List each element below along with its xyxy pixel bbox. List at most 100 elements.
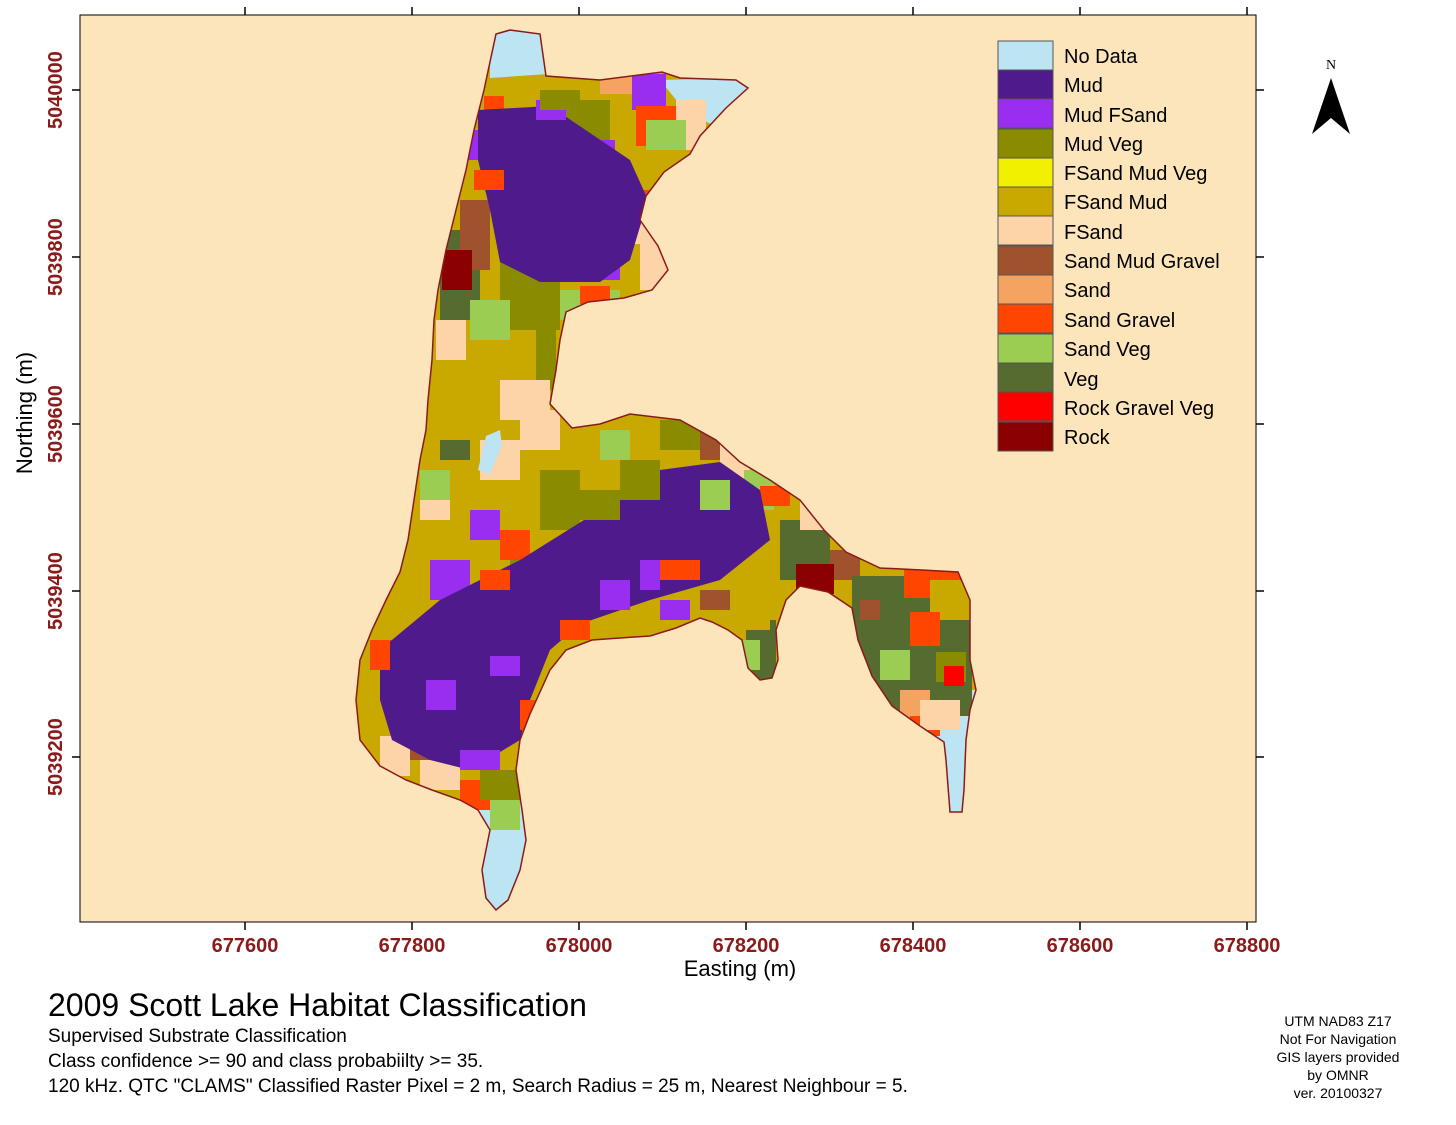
habitat-patch-mud bbox=[380, 462, 770, 770]
x-tick-label: 678200 bbox=[713, 935, 780, 957]
legend-swatch bbox=[997, 303, 1054, 334]
habitat-patch-sand-veg bbox=[700, 480, 730, 510]
legend-label: Veg bbox=[1064, 369, 1098, 391]
credit-line: GIS layers provided bbox=[1276, 1049, 1400, 1065]
habitat-patch-sand-gravel bbox=[760, 486, 790, 506]
x-tick-label: 678400 bbox=[880, 935, 947, 957]
habitat-patch-rock-gravel-veg bbox=[944, 666, 964, 686]
x-tick-label: 678000 bbox=[546, 935, 613, 957]
habitat-patch-mud-fsand bbox=[600, 580, 630, 610]
legend-swatch bbox=[997, 274, 1054, 305]
habitat-patch-fsand bbox=[920, 700, 960, 730]
legend-item: Sand bbox=[997, 274, 1111, 305]
habitat-patch-fsand bbox=[520, 410, 560, 450]
y-tick-label: 5039400 bbox=[45, 552, 67, 630]
habitat-patch-sand-gravel bbox=[660, 560, 700, 580]
north-arrow-icon bbox=[1312, 78, 1350, 134]
y-tick-label: 5040000 bbox=[45, 51, 67, 129]
legend-swatch bbox=[997, 40, 1054, 71]
legend-swatch bbox=[997, 69, 1054, 100]
legend-item: Mud Veg bbox=[997, 128, 1143, 159]
habitat-patch-sand-gravel bbox=[910, 612, 940, 646]
habitat-patch-fsand bbox=[436, 320, 466, 360]
legend-swatch bbox=[997, 128, 1054, 159]
legend-label: Rock Gravel Veg bbox=[1064, 398, 1214, 420]
legend-label: Sand Mud Gravel bbox=[1064, 251, 1220, 273]
x-tick-label: 678600 bbox=[1047, 935, 1114, 957]
legend-swatch bbox=[997, 186, 1054, 217]
habitat-patch-mud-fsand bbox=[632, 74, 666, 110]
y-tick-label: 5039600 bbox=[45, 385, 67, 463]
habitat-patch-mud-veg bbox=[480, 770, 520, 800]
legend-swatch bbox=[997, 98, 1054, 129]
credit-line: UTM NAD83 Z17 bbox=[1284, 1013, 1392, 1029]
legend-item: Sand Veg bbox=[997, 333, 1151, 364]
habitat-patch-sand-veg bbox=[600, 430, 630, 460]
legend-swatch bbox=[997, 245, 1054, 276]
habitat-patch-no-data bbox=[490, 30, 550, 78]
legend-label: Sand Gravel bbox=[1064, 310, 1175, 332]
y-tick-labels: 5040000 5039800 5039600 5039400 5039200 bbox=[45, 51, 67, 796]
legend-swatch bbox=[997, 333, 1054, 364]
footer-method-note: 120 kHz. QTC "CLAMS" Classified Raster P… bbox=[48, 1076, 908, 1097]
habitat-patch-rock bbox=[442, 250, 472, 290]
map-title: 2009 Scott Lake Habitat Classification bbox=[48, 987, 587, 1023]
legend-label: Sand Veg bbox=[1064, 339, 1151, 361]
habitat-patch-mud-fsand bbox=[640, 560, 660, 590]
x-tick-label: 677600 bbox=[212, 935, 279, 957]
habitat-patch-veg bbox=[440, 440, 470, 460]
legend-swatch bbox=[997, 157, 1054, 188]
legend-label: Mud bbox=[1064, 75, 1103, 97]
habitat-patch-sand-gravel bbox=[474, 170, 504, 190]
legend-swatch bbox=[997, 391, 1054, 422]
habitat-patch-mud-fsand bbox=[460, 750, 500, 770]
habitat-patch-sand-veg bbox=[880, 650, 910, 680]
habitat-patch-mud-fsand bbox=[470, 510, 500, 540]
habitat-patch-mud-fsand bbox=[426, 680, 456, 710]
legend-label: Rock bbox=[1064, 427, 1111, 449]
legend-label: Mud FSand bbox=[1064, 105, 1167, 127]
habitat-patch-mud-veg bbox=[580, 490, 620, 520]
legend-label: FSand Mud Veg bbox=[1064, 163, 1207, 185]
legend-swatch bbox=[997, 362, 1054, 393]
legend-item: Veg bbox=[997, 362, 1098, 393]
legend-item: Rock Gravel Veg bbox=[997, 391, 1214, 422]
habitat-patch-mud-veg bbox=[540, 470, 580, 530]
habitat-patch-sand-gravel bbox=[560, 620, 590, 640]
legend-label: Sand bbox=[1064, 280, 1111, 302]
tick-marks bbox=[72, 7, 1264, 930]
y-axis-label: Northing (m) bbox=[12, 352, 37, 474]
credit-line: ver. 20100327 bbox=[1293, 1085, 1383, 1101]
lake-classification bbox=[355, 29, 977, 912]
x-tick-label: 678800 bbox=[1214, 935, 1281, 957]
credit-line: by OMNR bbox=[1307, 1067, 1369, 1083]
habitat-patch-fsand-mud bbox=[740, 600, 770, 630]
legend-swatch bbox=[997, 421, 1054, 452]
habitat-patch-mud-fsand bbox=[660, 600, 690, 620]
north-arrow: N bbox=[1312, 58, 1350, 134]
legend-label: No Data bbox=[1064, 46, 1138, 68]
north-label: N bbox=[1326, 58, 1336, 73]
habitat-patch-no-data bbox=[478, 430, 502, 474]
legend-item: Mud FSand bbox=[997, 98, 1167, 129]
legend: No Data Mud Mud FSand Mud Veg FSand Mud … bbox=[997, 40, 1220, 452]
legend-item: Mud bbox=[997, 69, 1103, 100]
x-tick-labels: 677600 677800 678000 678200 678400 67860… bbox=[212, 935, 1281, 957]
y-tick-label: 5039200 bbox=[45, 718, 67, 796]
habitat-patch-mud-fsand bbox=[490, 656, 520, 676]
x-axis-label: Easting (m) bbox=[684, 956, 796, 981]
legend-item: Rock bbox=[997, 421, 1111, 452]
footer-confidence-note: Class confidence >= 90 and class probabi… bbox=[48, 1051, 484, 1072]
lake-outline bbox=[355, 29, 977, 912]
habitat-patch-sand-gravel bbox=[580, 286, 610, 304]
map-footer: 2009 Scott Lake Habitat Classification S… bbox=[48, 986, 908, 1099]
habitat-patch-mud bbox=[478, 106, 648, 282]
habitat-patch-sand-veg bbox=[646, 120, 686, 150]
habitat-patch-mud-veg bbox=[620, 460, 660, 500]
legend-item: FSand Mud bbox=[997, 186, 1167, 217]
habitat-patch-mud-veg bbox=[536, 300, 556, 390]
x-tick-label: 677800 bbox=[379, 935, 446, 957]
habitat-patch-fsand bbox=[420, 500, 450, 520]
habitat-patch-sand-mud-gravel bbox=[700, 590, 730, 610]
